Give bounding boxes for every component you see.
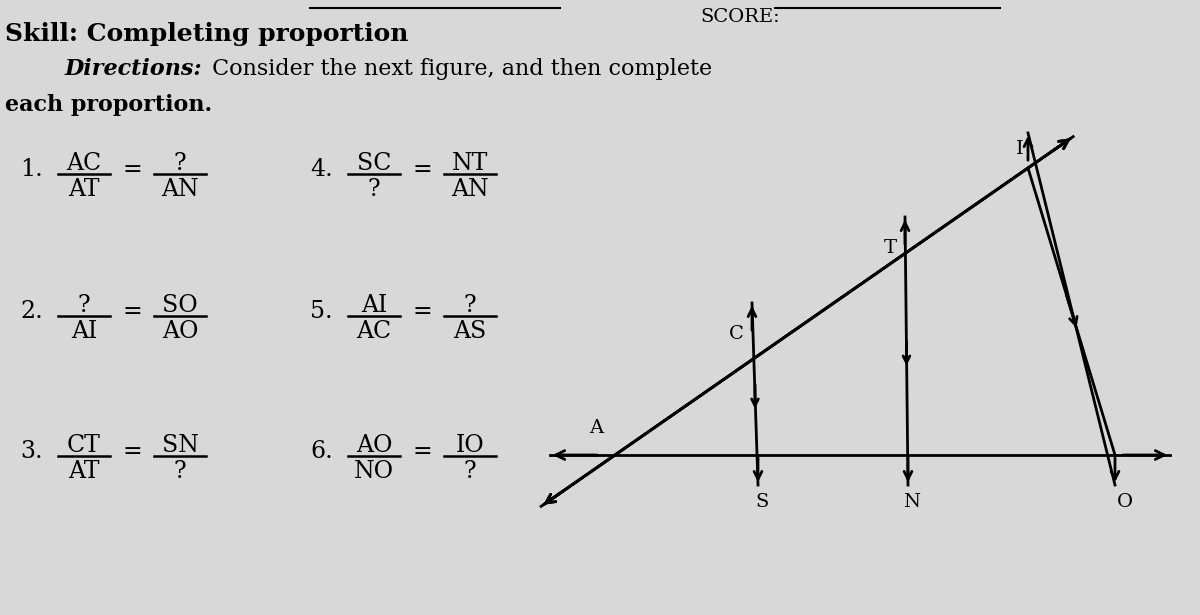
Text: AN: AN: [161, 178, 199, 201]
Text: ?: ?: [78, 294, 90, 317]
Text: AC: AC: [356, 320, 391, 343]
Text: ?: ?: [174, 152, 186, 175]
Text: C: C: [730, 325, 744, 343]
Text: T: T: [884, 239, 898, 257]
Text: NO: NO: [354, 460, 394, 483]
Text: 3.: 3.: [20, 440, 43, 464]
Text: =: =: [122, 159, 142, 181]
Text: AO: AO: [162, 320, 198, 343]
Text: S: S: [755, 493, 769, 511]
Text: 5.: 5.: [310, 301, 332, 323]
Text: NT: NT: [452, 152, 488, 175]
Text: ?: ?: [463, 294, 476, 317]
Text: AI: AI: [71, 320, 97, 343]
Text: =: =: [412, 301, 432, 323]
Text: =: =: [122, 301, 142, 323]
Text: =: =: [122, 440, 142, 464]
Text: Skill: Completing proportion: Skill: Completing proportion: [5, 22, 408, 46]
Text: AI: AI: [361, 294, 388, 317]
Text: AC: AC: [66, 152, 102, 175]
Text: IO: IO: [456, 434, 485, 457]
Text: SC: SC: [356, 152, 391, 175]
Text: =: =: [412, 440, 432, 464]
Text: AS: AS: [454, 320, 487, 343]
Text: SCORE:: SCORE:: [700, 8, 780, 26]
Text: ?: ?: [367, 178, 380, 201]
Text: CT: CT: [67, 434, 101, 457]
Text: O: O: [1117, 493, 1133, 511]
Text: =: =: [412, 159, 432, 181]
Text: SO: SO: [162, 294, 198, 317]
Text: 6.: 6.: [310, 440, 332, 464]
Text: AN: AN: [451, 178, 488, 201]
Text: I: I: [1016, 140, 1024, 158]
Text: SN: SN: [162, 434, 198, 457]
Text: AO: AO: [355, 434, 392, 457]
Text: 1.: 1.: [20, 159, 43, 181]
Text: A: A: [589, 419, 604, 437]
Text: Consider the next figure, and then complete: Consider the next figure, and then compl…: [205, 58, 712, 80]
Text: 2.: 2.: [20, 301, 43, 323]
Text: 4.: 4.: [310, 159, 332, 181]
Text: AT: AT: [68, 460, 100, 483]
Text: N: N: [904, 493, 920, 511]
Text: each proportion.: each proportion.: [5, 94, 212, 116]
Text: Directions:: Directions:: [65, 58, 203, 80]
Text: AT: AT: [68, 178, 100, 201]
Text: ?: ?: [463, 460, 476, 483]
Text: ?: ?: [174, 460, 186, 483]
